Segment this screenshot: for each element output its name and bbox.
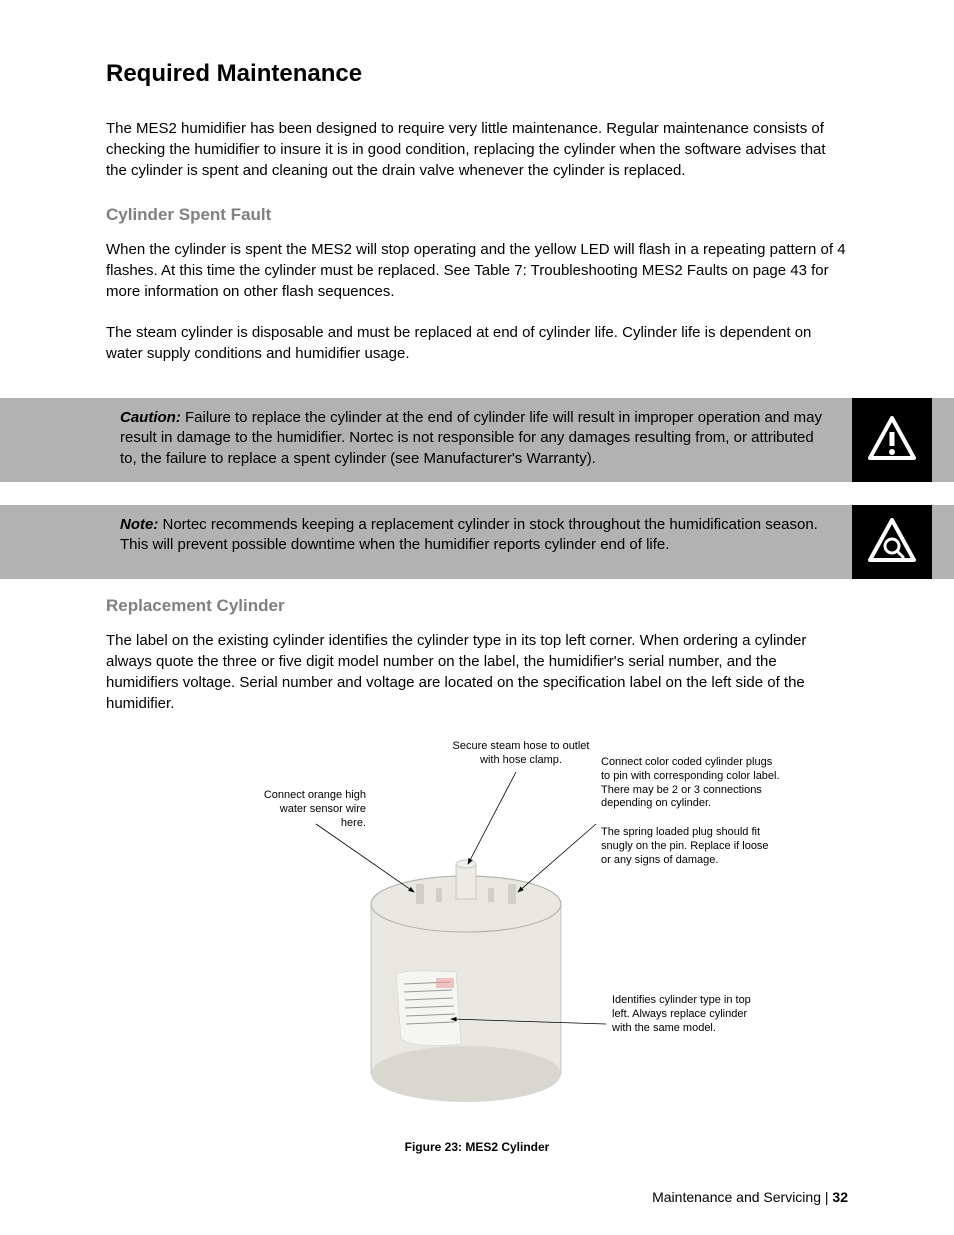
intro-paragraph: The MES2 humidifier has been designed to…	[106, 118, 848, 181]
caution-label: Caution:	[120, 409, 181, 426]
annot-hose: Secure steam hose to outlet with hose cl…	[446, 740, 596, 768]
section1-p1: When the cylinder is spent the MES2 will…	[106, 239, 848, 302]
note-label: Note:	[120, 516, 158, 533]
section2-p1: The label on the existing cylinder ident…	[106, 630, 848, 714]
footer-sep: |	[821, 1189, 832, 1205]
section1-p2: The steam cylinder is disposable and mus…	[106, 322, 848, 364]
section-replacement-cylinder: Replacement Cylinder	[106, 596, 848, 616]
note-body: Nortec recommends keeping a replacement …	[120, 516, 818, 553]
section-cylinder-spent-fault: Cylinder Spent Fault	[106, 205, 848, 225]
warning-icon-box	[852, 398, 932, 482]
caution-text: Caution: Failure to replace the cylinder…	[0, 398, 852, 482]
figure-area: Secure steam hose to outlet with hose cl…	[106, 734, 846, 1134]
note-text: Note: Nortec recommends keeping a replac…	[0, 505, 852, 579]
caution-callout: Caution: Failure to replace the cylinder…	[0, 398, 954, 482]
note-callout: Note: Nortec recommends keeping a replac…	[0, 505, 954, 579]
footer-section: Maintenance and Servicing	[652, 1189, 821, 1205]
page-footer: Maintenance and Servicing | 32	[652, 1189, 848, 1205]
annot-plugs1: Connect color coded cylinder plugs to pi…	[601, 756, 781, 811]
caution-body: Failure to replace the cylinder at the e…	[120, 409, 822, 467]
footer-page-number: 32	[832, 1189, 848, 1205]
figure-caption: Figure 23: MES2 Cylinder	[106, 1140, 848, 1154]
main-heading: Required Maintenance	[106, 60, 848, 88]
wrench-icon	[866, 516, 918, 568]
annot-sensor: Connect orange high water sensor wire he…	[256, 789, 366, 830]
annot-label: Identifies cylinder type in top left. Al…	[612, 994, 767, 1035]
annot-plugs2: The spring loaded plug should fit snugly…	[601, 826, 781, 867]
wrench-icon-box	[852, 505, 932, 579]
warning-icon	[866, 414, 918, 466]
